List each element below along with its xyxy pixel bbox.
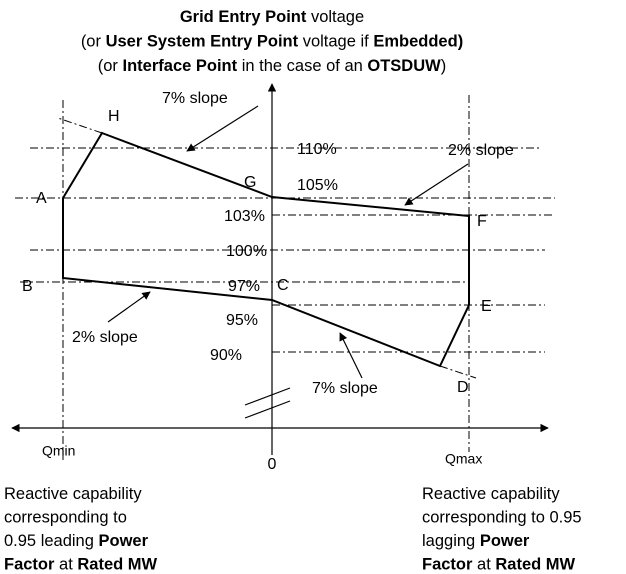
point-label: G [244,174,256,191]
note-line: lagging Power [422,532,530,550]
text-run: at [54,556,77,574]
note-line: Factor at Rated MW [4,556,158,574]
text-run: ) [441,57,447,75]
note-line: Reactive capability [422,485,560,503]
point-label: C [277,277,289,294]
text-run: at [472,556,495,574]
level-label: 100% [226,243,267,260]
text-run: Power [99,532,149,550]
axis-label: Qmax [445,451,482,467]
text-run: Grid Entry Point [180,8,307,26]
title-line: (or Interface Point in the case of an OT… [98,57,446,75]
text-run: Factor [422,556,473,574]
note-line: corresponding to [4,509,127,527]
title-line: (or User System Entry Point voltage if E… [81,33,463,51]
d-extension [439,365,477,379]
level-label: 97% [228,278,260,295]
point-label: E [481,298,492,315]
slope-arrow [186,105,259,152]
point-label: D [457,379,469,396]
slope-arrow [404,163,469,206]
note-line: 0.95 leading Power [4,532,149,550]
level-label: 95% [226,312,258,329]
text-run: Power [480,532,530,550]
text-run: corresponding to [4,509,127,527]
text-run: Interface Point [123,57,238,75]
text-run: lagging [422,532,480,550]
text-run: voltage if [298,33,373,51]
note-line: corresponding to 0.95 [422,509,582,527]
axis-break [244,400,291,419]
level-label: 110% [297,141,337,158]
rich-text: Grid Entry Point voltage (or User System … [4,8,582,574]
slope-label: 7% slope [312,380,378,397]
axis-label: Qmin [42,443,75,459]
text-run: voltage [306,8,364,26]
h-extension [57,117,103,134]
slope-label: 2% slope [448,142,514,159]
text-run: Rated MW [77,556,157,574]
point-label: A [36,190,47,207]
level-label: 105% [297,177,338,194]
point-label: F [477,213,487,230]
title-line: Grid Entry Point voltage [180,8,364,26]
text-run: (or [81,33,106,51]
slope-arrow [107,291,151,323]
text-run: Embedded) [373,33,463,51]
text-run: Reactive capability [4,485,142,503]
slope-label: 2% slope [72,329,138,346]
note-line: Reactive capability [4,485,142,503]
axis-label: 0 [268,456,277,473]
point-label: H [108,108,120,125]
capability-envelope [62,131,470,368]
text-run: Reactive capability [422,485,560,503]
axis-break [244,387,291,406]
text-run: Rated MW [495,556,575,574]
text-run: corresponding to 0.95 [422,509,582,527]
text-run: (or [98,57,123,75]
text-run: Factor [4,556,55,574]
point-label: B [22,278,33,295]
text-run: in the case of an [237,57,367,75]
text-run: User System Entry Point [106,33,299,51]
text-run: 0.95 leading [4,532,99,550]
note-line: Factor at Rated MW [422,556,576,574]
slope-arrow [339,332,363,379]
text-run: OTSDUW [367,57,441,75]
level-label: 103% [224,208,265,225]
slope-label: 7% slope [162,90,228,107]
level-label: 90% [210,347,242,364]
